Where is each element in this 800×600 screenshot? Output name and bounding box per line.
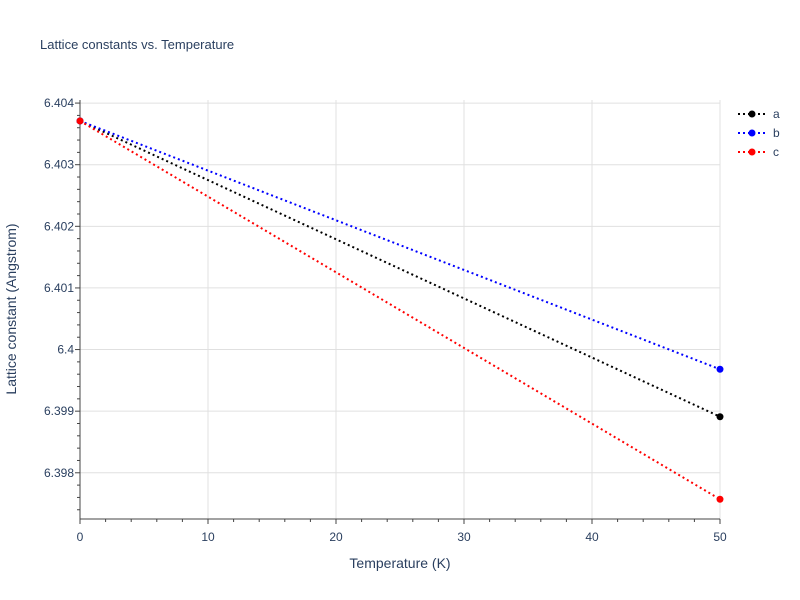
y-axis-title: Lattice constant (Angstrom) <box>3 223 19 394</box>
series-line-b[interactable] <box>79 120 721 371</box>
data-point-a[interactable] <box>716 413 724 421</box>
legend-item-c[interactable]: c <box>738 145 779 159</box>
legend[interactable]: abc <box>738 107 780 159</box>
data-point-b[interactable] <box>716 365 724 373</box>
x-tick-label: 40 <box>585 530 599 544</box>
legend-marker <box>748 110 756 118</box>
x-tick-label: 10 <box>201 530 215 544</box>
legend-marker <box>748 129 756 137</box>
x-tick-label: 0 <box>77 530 84 544</box>
legend-marker <box>748 148 756 156</box>
series-line-c[interactable] <box>79 120 721 501</box>
y-tick-label: 6.404 <box>44 96 74 110</box>
series-layer <box>76 117 724 503</box>
legend-label: b <box>773 126 780 140</box>
x-tick-label: 20 <box>329 530 343 544</box>
data-point-c[interactable] <box>716 495 724 503</box>
x-tick-label: 50 <box>713 530 727 544</box>
legend-item-a[interactable]: a <box>738 107 780 121</box>
chart-title: Lattice constants vs. Temperature <box>40 37 235 52</box>
y-tick-label: 6.4 <box>57 343 74 357</box>
x-axis-title: Temperature (K) <box>349 555 450 571</box>
y-tick-label: 6.401 <box>44 281 74 295</box>
legend-label: c <box>773 145 779 159</box>
series-line-a[interactable] <box>79 120 721 418</box>
y-tick-label: 6.399 <box>44 404 74 418</box>
grid-layer <box>80 100 721 519</box>
data-point-c[interactable] <box>76 117 84 125</box>
legend-label: a <box>773 107 780 121</box>
x-tick-label: 30 <box>457 530 471 544</box>
y-tick-label: 6.403 <box>44 158 74 172</box>
legend-item-b[interactable]: b <box>738 126 780 140</box>
y-tick-label: 6.402 <box>44 219 74 233</box>
axis-layer: 0 10 20 30 40 50 6.398 6.399 6.4 6.401 6.402 6.403 6… <box>44 96 727 544</box>
y-tick-label: 6.398 <box>44 466 74 480</box>
